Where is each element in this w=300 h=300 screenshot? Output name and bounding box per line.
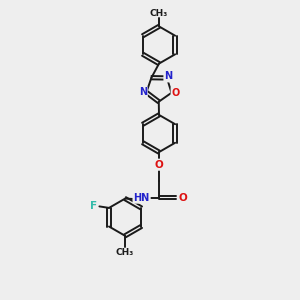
Text: O: O: [154, 160, 164, 170]
Text: N: N: [139, 87, 147, 98]
Text: HN: HN: [134, 193, 150, 203]
Text: O: O: [178, 193, 188, 203]
Text: CH₃: CH₃: [116, 248, 134, 257]
Text: F: F: [90, 201, 97, 212]
Text: N: N: [164, 71, 172, 82]
Text: O: O: [172, 88, 180, 98]
Text: CH₃: CH₃: [150, 9, 168, 18]
